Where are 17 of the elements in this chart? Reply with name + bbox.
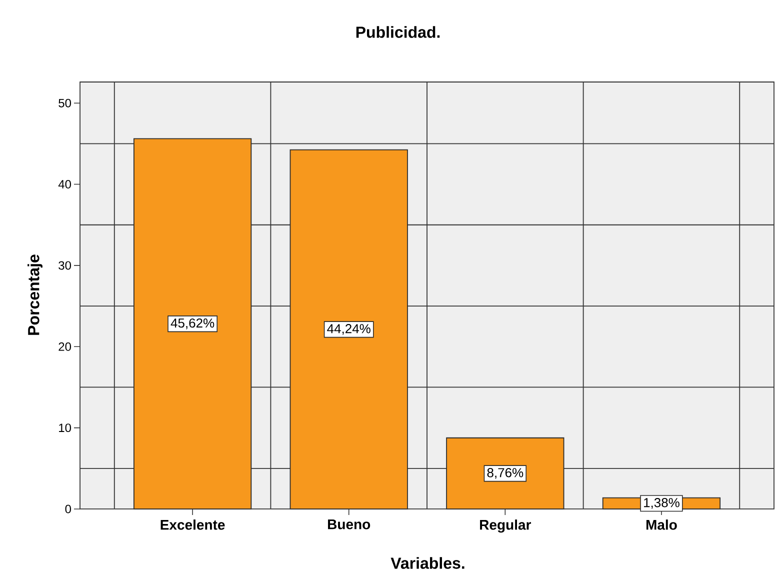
data-label: 8,76%	[487, 468, 524, 479]
x-tick-label: Bueno	[328, 520, 370, 530]
data-label: 1,38%	[644, 498, 680, 509]
data-label: 44,24%	[327, 324, 370, 335]
x-tick-label: Malo	[646, 520, 677, 530]
x-tick-label: Excelente	[160, 520, 225, 530]
y-tick-label: 0	[65, 504, 72, 514]
x-tick-label: Regular	[480, 520, 532, 533]
chart-title: Publicidad.	[356, 26, 440, 38]
y-axis-title: Porcentaje	[28, 254, 42, 335]
x-axis-title: Variables.	[390, 557, 464, 569]
y-tick-label: 50	[58, 98, 72, 108]
y-tick-label: 30	[58, 261, 72, 270]
y-tick-label: 40	[58, 180, 72, 189]
y-tick-label: 20	[58, 342, 72, 351]
data-label: 45,62%	[170, 318, 214, 330]
y-tick-label: 10	[59, 424, 72, 432]
